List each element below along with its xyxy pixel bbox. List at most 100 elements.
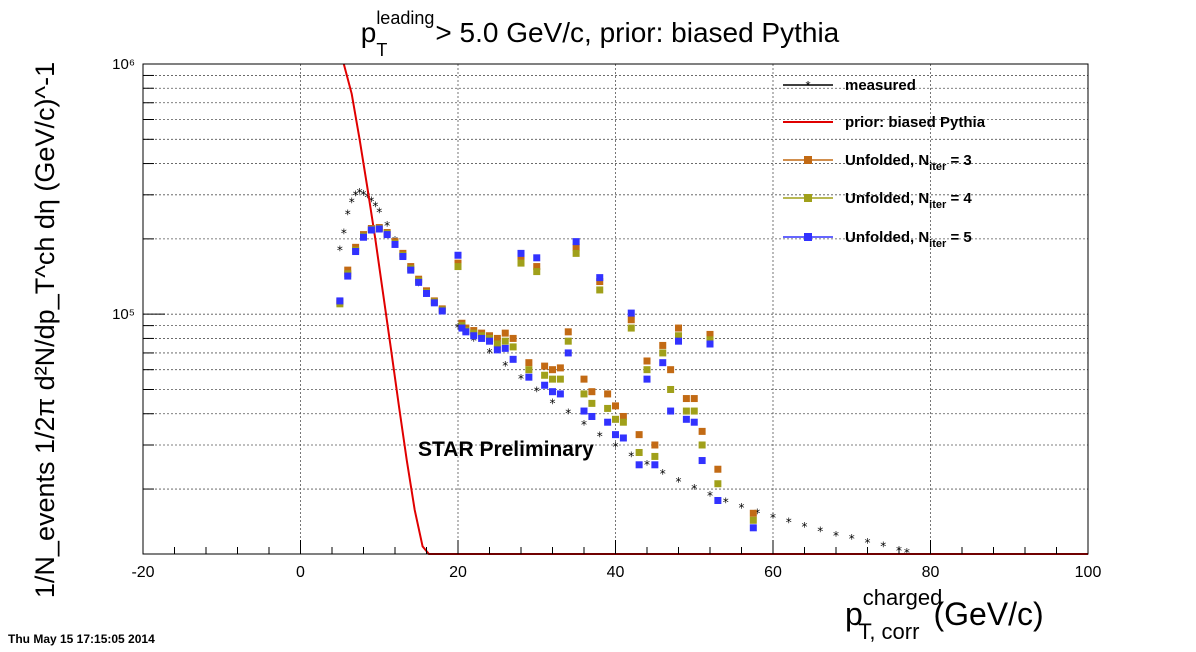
legend-marker <box>804 233 812 241</box>
unfolded-point <box>478 334 486 342</box>
title-text: > 5.0 GeV/c, prior: biased Pythia <box>435 17 839 48</box>
unfolded-point <box>525 359 533 367</box>
x-label-symbol: p <box>845 596 863 632</box>
unfolded-point <box>415 278 423 286</box>
unfolded-point <box>344 266 352 274</box>
y-axis-label: 1/N_events 1/2π d²N/dp_T^ch dη (GeV/c)^-… <box>30 62 60 598</box>
unfolded-point <box>714 465 722 473</box>
x-tick-label: 60 <box>764 564 782 581</box>
legend-entry: * measured <box>783 77 916 94</box>
unfolded-point <box>367 226 375 234</box>
unfolded-point <box>604 418 612 426</box>
measured-point: * <box>534 385 540 399</box>
measured-point: * <box>723 495 729 509</box>
measured-point: * <box>487 346 493 360</box>
measured-point: * <box>676 475 682 489</box>
unfolded-point <box>749 509 757 517</box>
unfolded-point <box>470 332 478 340</box>
unfolded-point <box>556 364 564 372</box>
measured-point: * <box>364 191 370 205</box>
unfolded-point <box>454 251 462 259</box>
unfolded-point <box>493 334 501 342</box>
unfolded-point <box>698 441 706 449</box>
unfolded-point <box>651 461 659 469</box>
unfolded-point <box>690 395 698 403</box>
unfolded-point <box>596 286 604 294</box>
unfolded-point <box>391 240 399 248</box>
unfolded-point <box>580 407 588 415</box>
grid <box>143 64 1088 554</box>
chart-title: pleading T > 5.0 GeV/c, prior: biased Pyth… <box>361 8 840 60</box>
measured-point: * <box>865 536 871 550</box>
unfolded-point <box>501 337 509 345</box>
unfolded-point <box>509 343 517 351</box>
unfolded-point <box>556 390 564 398</box>
title-symbol: p <box>361 17 377 48</box>
unfolded-point <box>698 457 706 465</box>
unfolded-point <box>682 407 690 415</box>
unfolded-point <box>541 362 549 370</box>
unfolded-point <box>604 404 612 412</box>
unfolded-point <box>643 375 651 383</box>
legend-entry: Unfolded, Niter = 4 <box>783 190 972 211</box>
measured-point: * <box>660 467 666 481</box>
unfolded-point <box>659 341 667 349</box>
measured-point: * <box>502 359 508 373</box>
unfolded-point <box>407 266 415 274</box>
unfolded-point <box>612 431 619 439</box>
unfolded-point <box>635 448 643 456</box>
measured-point: * <box>754 506 760 520</box>
unfolded-point <box>458 324 466 332</box>
y-tick-label: 10⁵ <box>112 306 135 323</box>
unfolded-point <box>588 388 596 396</box>
measured-point: * <box>353 189 359 203</box>
legend-label: Unfolded, Niter = 4 <box>845 190 972 211</box>
measured-point: * <box>613 440 619 454</box>
unfolded-point <box>675 337 682 345</box>
unfolded-point <box>659 349 667 357</box>
unfolded-point <box>682 415 690 423</box>
measured-point: * <box>833 529 839 543</box>
legend-entry: Unfolded, Niter = 5 <box>783 229 972 250</box>
unfolded-point <box>619 418 627 426</box>
measured-point: * <box>384 219 390 233</box>
series-layer: *************************** * * * * * * * * * * * * *… <box>336 63 1088 560</box>
unfolded-point <box>651 452 659 460</box>
unfolded-point <box>501 344 509 352</box>
unfolded-point <box>682 395 690 403</box>
unfolded-point <box>564 337 572 345</box>
unfolded-point <box>549 366 556 374</box>
unfolded-point <box>423 289 430 297</box>
unfolded-point <box>619 434 627 442</box>
measured-point: * <box>581 418 587 432</box>
title-subscript: T <box>376 40 387 60</box>
unfolded-point <box>564 328 572 336</box>
measured-point: * <box>644 458 650 472</box>
unfolded-point <box>714 496 722 504</box>
unfolded-point <box>690 407 698 415</box>
x-tick-label: -20 <box>131 564 154 581</box>
legend-entry: prior: biased Pythia <box>783 114 986 131</box>
x-tick-label: 40 <box>607 564 625 581</box>
unfolded-point <box>706 340 714 348</box>
axes: -20 0 20 40 60 80 100 10⁵ 10⁶ <box>112 56 1101 581</box>
measured-point: * <box>376 205 382 219</box>
measured-point: * <box>817 525 823 539</box>
unfolded-point <box>399 253 407 261</box>
unfolded-point <box>667 385 675 393</box>
measured-point: * <box>597 429 603 443</box>
legend-marker <box>804 194 812 202</box>
unfolded-point <box>667 366 675 374</box>
measured-point: * <box>349 195 355 209</box>
unfolded-point <box>493 340 501 348</box>
timestamp: Thu May 15 17:15:05 2014 <box>8 632 155 646</box>
unfolded-point <box>344 272 352 280</box>
unfolded-point <box>549 388 556 396</box>
unfolded-point <box>430 299 438 307</box>
unfolded-point <box>533 268 541 276</box>
x-label-unit: (GeV/c) <box>933 596 1043 632</box>
unfolded-point <box>533 263 541 271</box>
measured-point: * <box>518 372 524 386</box>
unfolded-point <box>572 249 580 257</box>
